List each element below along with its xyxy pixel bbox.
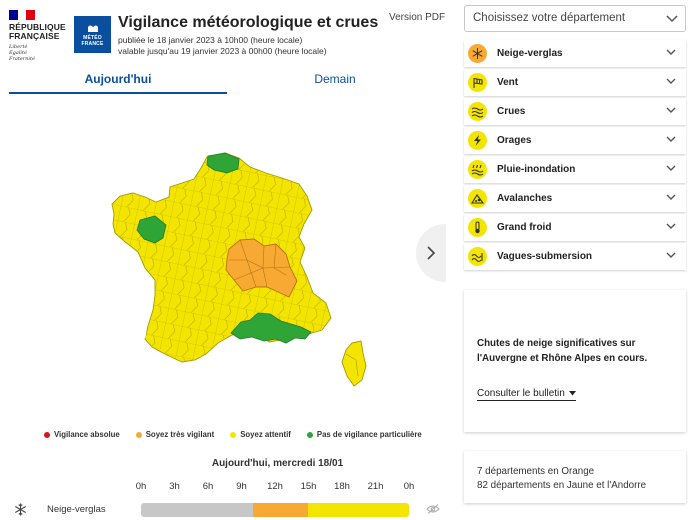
tab-tomorrow[interactable]: Demain (314, 72, 356, 86)
timeline-segment-orange (252, 503, 309, 517)
published-date: publiée le 18 janvier 2023 à 10h00 (heur… (118, 35, 303, 45)
chevron-down-icon (666, 49, 676, 55)
gov-name-line1: RÉPUBLIQUE (9, 22, 66, 32)
extreme-cold-icon (468, 218, 487, 237)
chevron-down-icon (666, 136, 676, 142)
timeline-hours: 0h 3h 6h 9h 12h 15h 18h 21h 0h (135, 481, 415, 492)
yellow-dot-icon (230, 431, 237, 438)
consult-bulletin-button[interactable]: Consulter le bulletin (477, 388, 576, 401)
yellow-count-text: 82 départements en Jaune et l'Andorre (477, 480, 647, 491)
phenomena-list: Neige-verglas Vent Crues Orages (464, 40, 686, 272)
chevron-down-icon (666, 78, 676, 84)
france-mainland[interactable] (111, 152, 332, 363)
timeline-segment-none (141, 503, 253, 517)
region-mediterranean-green[interactable] (230, 312, 312, 344)
phenomenon-rain-flood[interactable]: Pluie-inondation (464, 156, 686, 183)
department-select[interactable]: Choisissez votre département (464, 5, 686, 32)
corsica-map-shape[interactable] (341, 340, 367, 387)
legend-item-attentive: Soyez attentif (230, 430, 291, 439)
legend-item-absolute: Vigilance absolue (44, 430, 120, 439)
tab-today[interactable]: Aujourd'hui (9, 72, 227, 94)
phenomenon-wind[interactable]: Vent (464, 69, 686, 96)
meteo-france-logo[interactable]: MÉTÉO FRANCE (74, 16, 111, 53)
storm-icon (468, 131, 487, 150)
chevron-down-icon (666, 194, 676, 200)
orange-count-text: 7 départements en Orange (477, 466, 595, 477)
snow-ice-icon (468, 44, 487, 63)
page-title: Vigilance météorologique et crues (118, 14, 379, 31)
department-select-value: Choisissez votre département (473, 12, 626, 24)
chevron-down-icon (666, 165, 676, 171)
legend-item-no-vigilance: Pas de vigilance particulière (306, 430, 422, 439)
bulletin-card: Chutes de neige significatives sur l'Auv… (464, 290, 686, 432)
timeline-bar (141, 503, 409, 517)
vigilance-map[interactable] (100, 140, 390, 400)
meteo-france-mark-icon (87, 25, 98, 32)
next-day-arrow-button[interactable] (416, 224, 446, 282)
timeline-phenomenon-label: Neige-verglas (47, 504, 106, 515)
republique-francaise-logo: RÉPUBLIQUE FRANÇAISE Liberté Égalité Fra… (9, 10, 69, 62)
phenomenon-snow-ice[interactable]: Neige-verglas (464, 40, 686, 67)
orange-dot-icon (135, 431, 142, 438)
flood-icon (468, 102, 487, 121)
bulletin-summary: Chutes de neige significatives sur l'Auv… (477, 338, 648, 364)
timeline-title: Aujourd'hui, mercredi 18/01 (211, 458, 344, 469)
green-dot-icon (306, 431, 313, 438)
gov-name-line2: FRANÇAISE (9, 31, 60, 41)
rain-flood-icon (468, 160, 487, 179)
timeline-segment-yellow (308, 503, 409, 517)
department-borders (112, 153, 331, 362)
phenomenon-floods[interactable]: Crues (464, 98, 686, 125)
region-auvergne-rhone-orange[interactable] (225, 238, 298, 298)
red-dot-icon (44, 431, 50, 438)
phenomenon-waves-submersion[interactable]: Vagues-submersion (464, 243, 686, 270)
waves-submersion-icon (468, 247, 487, 266)
snowflake-icon (15, 503, 26, 516)
map-legend: Vigilance absolue Soyez très vigilant So… (44, 430, 422, 439)
legend-item-very-vigilant: Soyez très vigilant (135, 430, 214, 439)
french-flag-icon (9, 10, 36, 20)
chevron-down-icon (666, 15, 678, 23)
eye-off-icon[interactable] (426, 504, 440, 514)
avalanche-icon (468, 189, 487, 208)
region-nord-green[interactable] (206, 152, 240, 174)
wind-icon (468, 73, 487, 92)
chevron-right-icon (427, 246, 436, 260)
phenomenon-avalanches[interactable]: Avalanches (464, 185, 686, 212)
pdf-version-link[interactable]: Version PDF (389, 12, 446, 23)
region-loire-atlantique-green[interactable] (136, 215, 167, 244)
chevron-down-icon (666, 252, 676, 258)
valid-until-date: valable jusqu'au 19 janvier 2023 à 00h00… (118, 46, 327, 56)
gov-motto: Liberté Égalité Fraternité (9, 44, 35, 62)
department-counts-card: 7 départements en Orange 82 départements… (464, 451, 686, 503)
phenomenon-storms[interactable]: Orages (464, 127, 686, 154)
phenomenon-extreme-cold[interactable]: Grand froid (464, 214, 686, 241)
caret-down-icon (568, 390, 576, 396)
chevron-down-icon (666, 223, 676, 229)
chevron-down-icon (666, 107, 676, 113)
